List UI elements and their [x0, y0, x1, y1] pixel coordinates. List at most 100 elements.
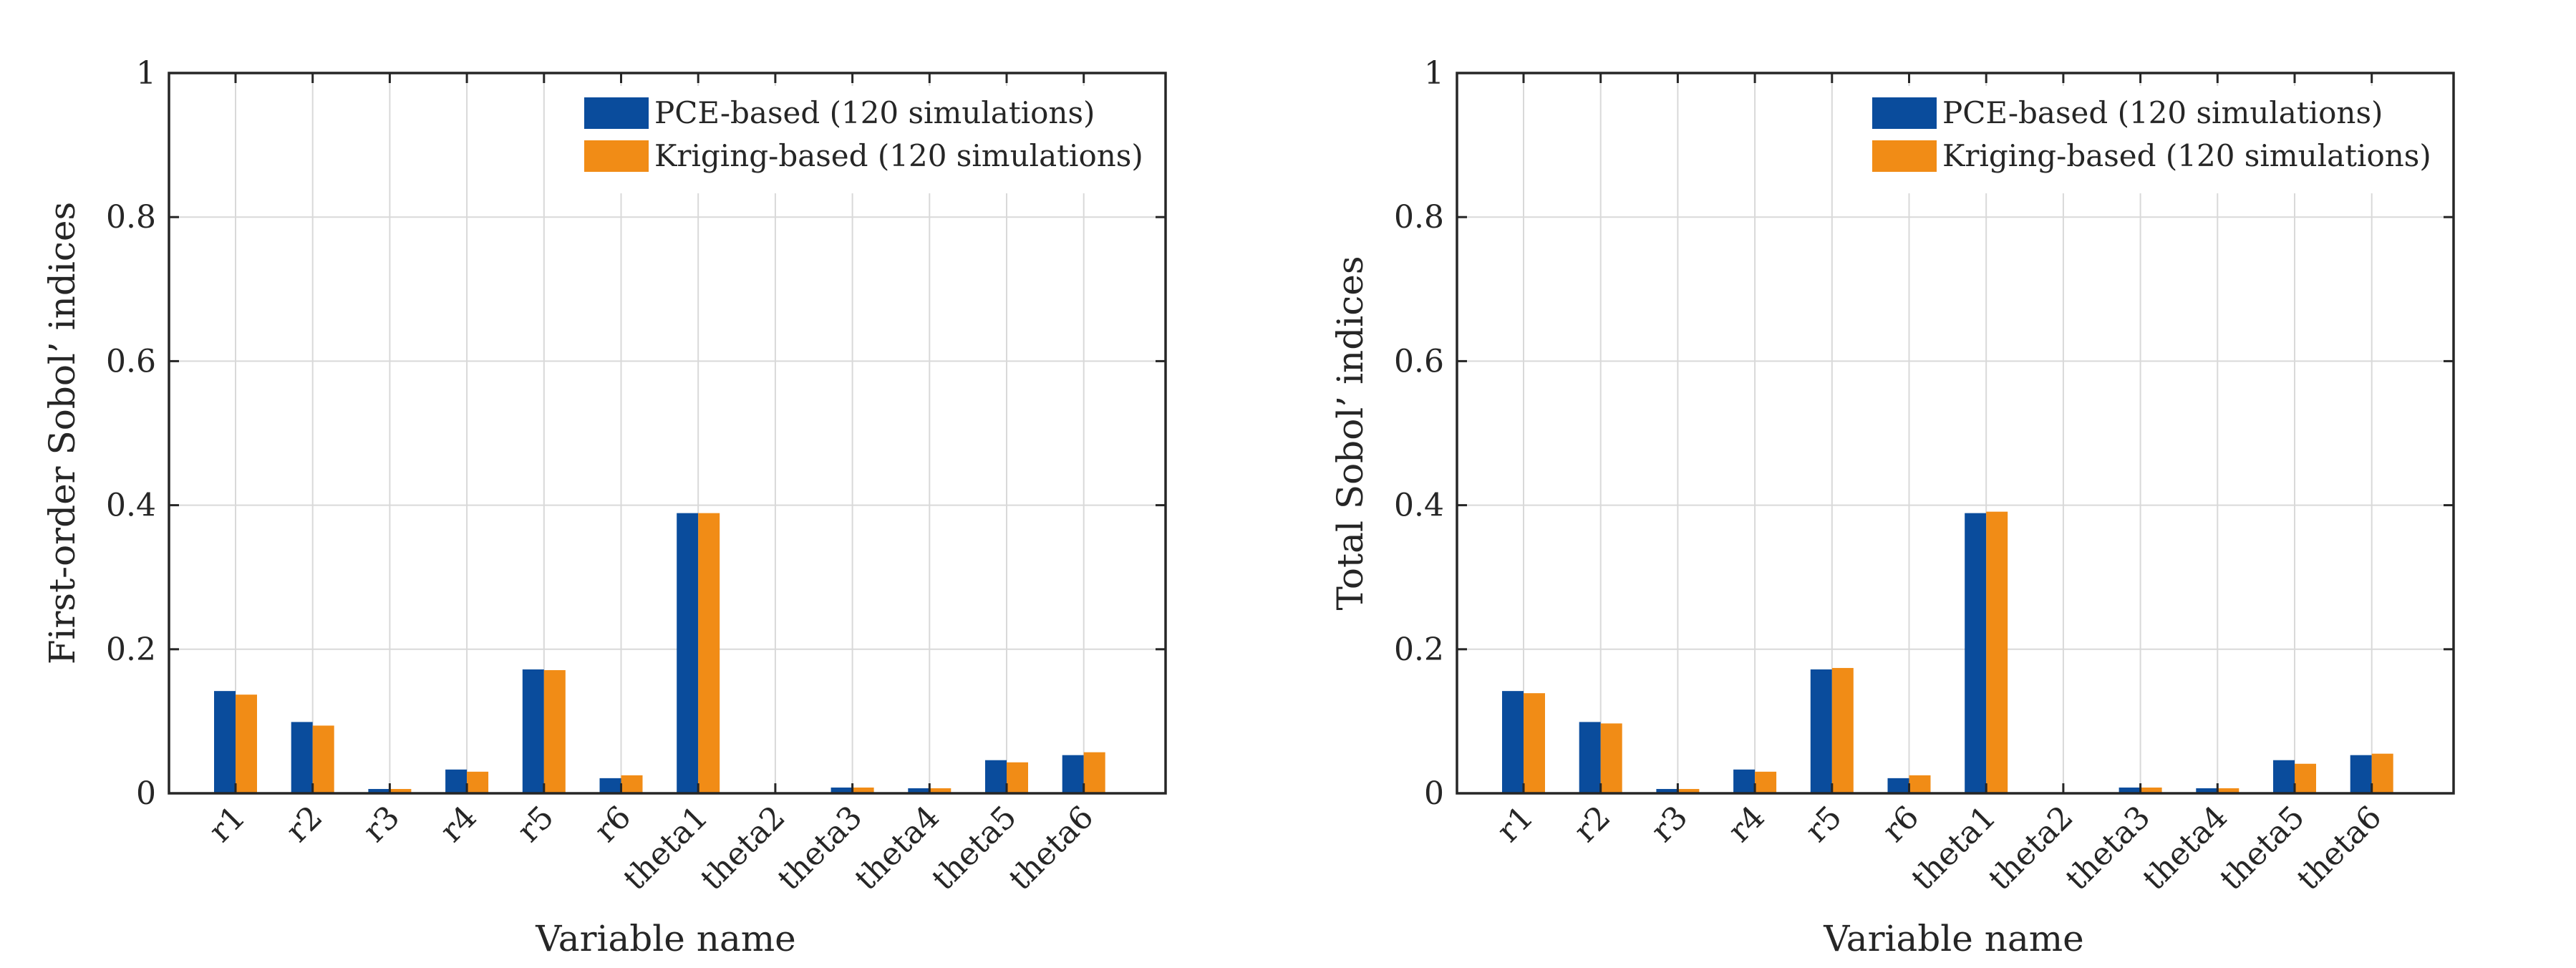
bar-pce-r6	[599, 778, 621, 793]
y-tick-label: 0.8	[1394, 199, 1444, 236]
bar-kriging-r2	[1600, 723, 1622, 793]
y-tick-label: 0	[1424, 775, 1444, 812]
legend-label-kriging: Kriging-based (120 simulations)	[654, 138, 1143, 173]
bar-pce-theta5	[985, 760, 1007, 793]
legend-label-kriging: Kriging-based (120 simulations)	[1942, 138, 2431, 173]
x-axis-label: Variable name	[1823, 918, 2084, 959]
x-tick-label-r2: r2	[1567, 799, 1618, 850]
y-tick-label: 0.6	[1394, 343, 1444, 379]
x-tick-label-theta5: theta5	[925, 799, 1024, 898]
legend-label-pce: PCE-based (120 simulations)	[654, 95, 1095, 130]
bar-kriging-theta3	[852, 787, 874, 793]
x-tick-label-theta6: theta6	[2290, 799, 2389, 898]
bar-kriging-theta5	[2295, 763, 2316, 793]
y-tick-label: 0.2	[106, 631, 156, 668]
x-tick-label-theta4: theta4	[2136, 799, 2234, 898]
bar-kriging-theta6	[1083, 752, 1105, 793]
y-tick-label: 1	[1424, 55, 1444, 92]
y-tick-label: 0.8	[106, 199, 156, 236]
x-tick-label-r1: r1	[202, 799, 253, 850]
bar-kriging-r3	[389, 788, 412, 793]
legend-swatch-pce	[584, 97, 649, 129]
bar-pce-theta6	[1062, 755, 1084, 793]
bar-pce-theta1	[677, 513, 699, 793]
x-tick-label-theta5: theta5	[2213, 799, 2312, 898]
x-tick-label-r3: r3	[1644, 799, 1695, 850]
x-tick-label-theta3: theta3	[771, 799, 870, 898]
bar-kriging-r6	[1909, 775, 1931, 793]
y-tick-label: 0.4	[106, 488, 156, 524]
bar-kriging-theta4	[929, 788, 952, 793]
x-tick-label-r2: r2	[279, 799, 330, 850]
bar-kriging-theta5	[1007, 762, 1028, 793]
x-tick-label-r1: r1	[1490, 799, 1541, 850]
bar-pce-r1	[214, 691, 236, 793]
bar-kriging-theta1	[1986, 511, 2008, 793]
x-tick-label-r5: r5	[1798, 799, 1849, 850]
bar-kriging-theta4	[2217, 788, 2240, 793]
bar-pce-r3	[1656, 788, 1678, 793]
x-tick-label-r4: r4	[1721, 799, 1772, 850]
legend-box	[578, 86, 1151, 193]
bar-pce-theta6	[2350, 755, 2372, 793]
y-axis-label: Total Sobol’ indices	[1330, 256, 1371, 610]
bar-pce-r4	[1733, 769, 1756, 793]
y-tick-label: 0.4	[1394, 488, 1444, 524]
bar-pce-theta3	[2119, 787, 2141, 793]
bar-pce-r5	[1810, 669, 1832, 793]
bar-pce-theta5	[2273, 760, 2295, 793]
x-tick-label-theta6: theta6	[1002, 799, 1101, 898]
y-tick-label: 0.2	[1394, 631, 1444, 668]
bar-kriging-r1	[1524, 693, 1545, 793]
bar-pce-theta3	[831, 787, 853, 793]
bar-kriging-theta6	[2371, 753, 2393, 793]
x-tick-label-r6: r6	[1876, 799, 1927, 850]
bar-kriging-theta1	[698, 513, 720, 793]
legend-label-pce: PCE-based (120 simulations)	[1942, 95, 2383, 130]
bar-pce-r2	[291, 722, 313, 793]
legend-box	[1866, 86, 2439, 193]
legend-swatch-kriging	[584, 140, 649, 172]
bar-kriging-r6	[621, 775, 643, 793]
x-tick-label-theta1: theta1	[616, 799, 715, 898]
axes-box	[168, 72, 1167, 795]
bar-kriging-r4	[1755, 771, 1777, 793]
y-tick-label: 1	[136, 55, 156, 92]
bar-kriging-r3	[1677, 788, 1700, 793]
bar-pce-r4	[445, 769, 468, 793]
x-tick-label-theta3: theta3	[2059, 799, 2158, 898]
bar-kriging-r5	[1831, 667, 1854, 793]
bar-pce-r2	[1579, 722, 1601, 793]
legend-swatch-kriging	[1872, 140, 1937, 172]
legend: PCE-based (120 simulations) Kriging-based…	[1866, 86, 2439, 193]
bar-pce-theta4	[2196, 788, 2218, 793]
bar-kriging-r5	[543, 669, 566, 793]
bar-pce-r3	[368, 788, 390, 793]
x-tick-label-theta4: theta4	[848, 799, 946, 898]
bar-kriging-r2	[312, 725, 334, 793]
bar-pce-r5	[522, 669, 544, 793]
x-tick-label-r5: r5	[510, 799, 561, 850]
y-axis-label: First-order Sobol’ indices	[42, 202, 83, 664]
y-tick-label: 0	[136, 775, 156, 812]
x-tick-label-theta2: theta2	[694, 799, 793, 898]
x-tick-label-r4: r4	[433, 799, 484, 850]
bar-pce-theta1	[1965, 513, 1987, 793]
bar-kriging-r1	[236, 694, 257, 793]
axes-box	[1456, 72, 2455, 795]
x-tick-label-theta1: theta1	[1904, 799, 2003, 898]
x-tick-label-r3: r3	[356, 799, 407, 850]
legend: PCE-based (120 simulations) Kriging-based…	[578, 86, 1151, 193]
bar-pce-r1	[1502, 691, 1524, 793]
legend-swatch-pce	[1872, 97, 1937, 129]
y-tick-label: 0.6	[106, 343, 156, 379]
bar-pce-r6	[1887, 778, 1909, 793]
bar-kriging-r4	[467, 771, 489, 793]
x-tick-label-r6: r6	[588, 799, 639, 850]
bar-pce-theta4	[908, 788, 930, 793]
x-axis-label: Variable name	[535, 918, 796, 959]
x-tick-label-theta2: theta2	[1982, 799, 2081, 898]
